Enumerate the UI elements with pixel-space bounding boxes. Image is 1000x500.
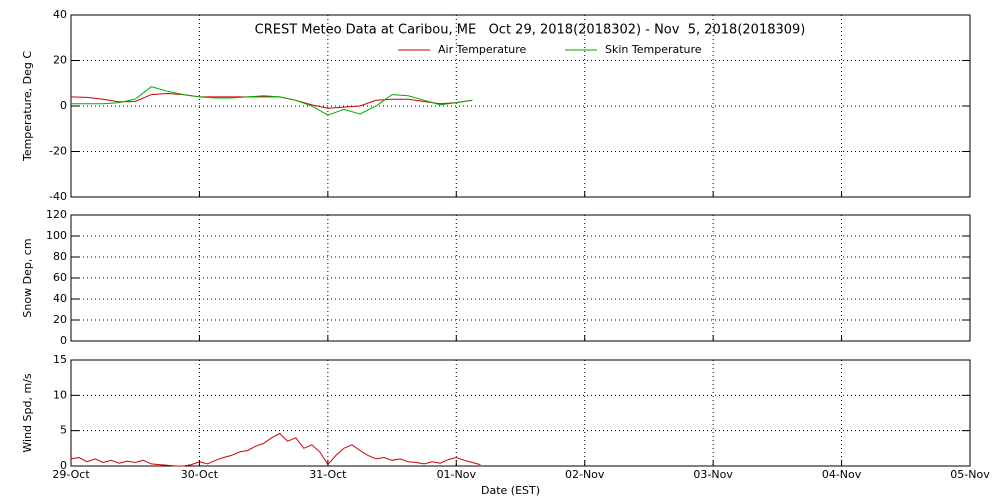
y-tick-label: 15 xyxy=(53,353,67,366)
series-line xyxy=(70,432,481,467)
y-tick-label: -20 xyxy=(49,145,67,158)
x-tick-label: 02-Nov xyxy=(565,468,605,481)
y-tick-label: 10 xyxy=(53,388,67,401)
y-tick-label: 20 xyxy=(53,313,67,326)
y-axis-label: Snow Dep, cm xyxy=(21,238,34,317)
plot-frame xyxy=(70,14,971,198)
x-tick-label: 05-Nov xyxy=(950,468,990,481)
y-tick-label: 5 xyxy=(60,424,67,437)
legend-label: Air Temperature xyxy=(438,43,527,56)
series-line xyxy=(71,86,473,116)
y-tick-label: 120 xyxy=(46,208,67,221)
x-tick-label: 04-Nov xyxy=(822,468,862,481)
y-axis-label: Wind Spd, m/s xyxy=(21,373,34,453)
x-tick-label: 31-Oct xyxy=(309,468,347,481)
x-tick-label: 30-Oct xyxy=(181,468,219,481)
y-axis-label: Temperature, Deg C xyxy=(21,51,34,162)
x-tick-label: 01-Nov xyxy=(437,468,477,481)
y-tick-label: 0 xyxy=(60,334,67,347)
chart-title: CREST Meteo Data at Caribou, ME Oct 29, … xyxy=(255,23,806,38)
x-axis-label: Date (EST) xyxy=(481,484,540,497)
y-tick-label: 60 xyxy=(53,271,67,284)
y-tick-label: 40 xyxy=(53,8,67,21)
series-line xyxy=(70,92,473,109)
x-tick-label: 03-Nov xyxy=(693,468,733,481)
plot-frame xyxy=(70,214,971,342)
y-tick-label: 40 xyxy=(53,292,67,305)
y-tick-label: 0 xyxy=(60,459,67,472)
y-tick-label: -40 xyxy=(49,190,67,203)
legend-label: Skin Temperature xyxy=(605,43,702,56)
y-tick-label: 0 xyxy=(60,99,67,112)
y-tick-label: 20 xyxy=(53,54,67,67)
y-tick-label: 100 xyxy=(46,229,67,242)
x-tick-label: 29-Oct xyxy=(52,468,90,481)
y-tick-label: 80 xyxy=(53,250,67,263)
plot-frame xyxy=(70,359,971,467)
